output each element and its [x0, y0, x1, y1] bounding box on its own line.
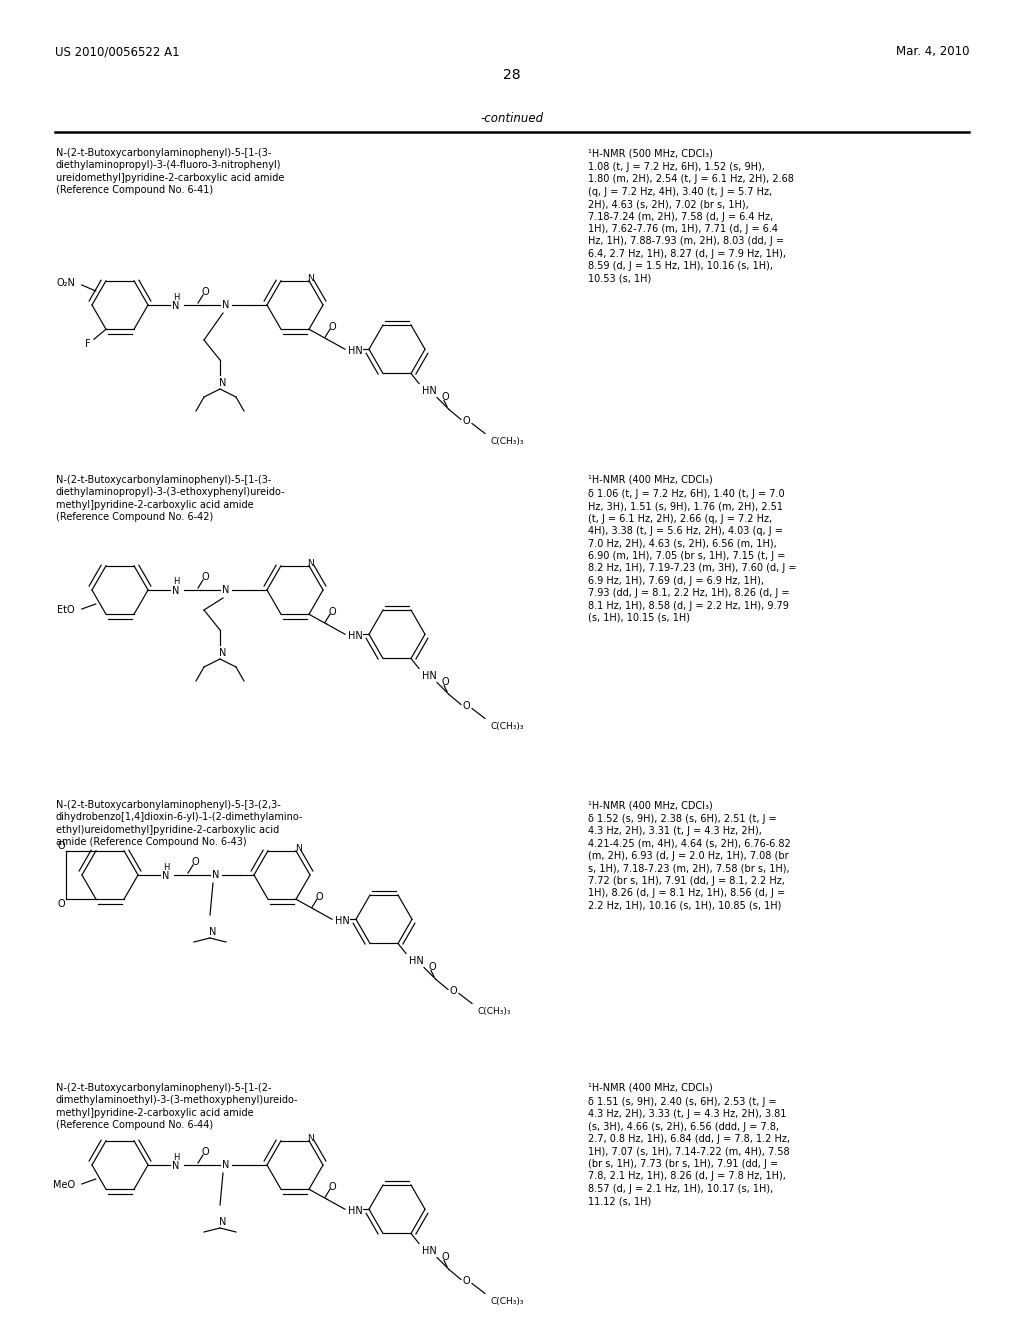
Text: O: O: [441, 1253, 449, 1262]
Text: N: N: [222, 585, 229, 595]
Text: O: O: [462, 1276, 470, 1287]
Text: C(CH₃)₃: C(CH₃)₃: [477, 1007, 511, 1016]
Text: 1.08 (t, J = 7.2 Hz, 6H), 1.52 (s, 9H),
1.80 (m, 2H), 2.54 (t, J = 6.1 Hz, 2H), : 1.08 (t, J = 7.2 Hz, 6H), 1.52 (s, 9H), …: [588, 162, 794, 284]
Text: F: F: [85, 339, 91, 350]
Text: N: N: [219, 378, 226, 388]
Text: N: N: [222, 1160, 229, 1170]
Text: N: N: [307, 1134, 314, 1143]
Text: N-(2-t-Butoxycarbonylaminophenyl)-5-[3-(2,3-
dihydrobenzo[1,4]dioxin-6-yl)-1-(2-: N-(2-t-Butoxycarbonylaminophenyl)-5-[3-(…: [56, 800, 303, 847]
Text: O: O: [201, 1147, 209, 1158]
Text: H: H: [163, 862, 169, 871]
Text: N: N: [209, 927, 217, 937]
Text: H: H: [173, 1152, 179, 1162]
Text: O: O: [201, 286, 209, 297]
Text: ¹H-NMR (400 MHz, CDCl₃): ¹H-NMR (400 MHz, CDCl₃): [588, 800, 713, 810]
Text: O₂N: O₂N: [56, 279, 75, 288]
Text: N: N: [307, 560, 314, 568]
Text: δ 1.51 (s, 9H), 2.40 (s, 6H), 2.53 (t, J =
4.3 Hz, 2H), 3.33 (t, J = 4.3 Hz, 2H): δ 1.51 (s, 9H), 2.40 (s, 6H), 2.53 (t, J…: [588, 1097, 790, 1206]
Text: O: O: [57, 841, 65, 851]
Text: O: O: [462, 417, 470, 426]
Text: N: N: [212, 870, 220, 880]
Text: H: H: [173, 578, 179, 586]
Text: ¹H-NMR (400 MHz, CDCl₃): ¹H-NMR (400 MHz, CDCl₃): [588, 475, 713, 484]
Text: O: O: [57, 899, 65, 909]
Text: C(CH₃)₃: C(CH₃)₃: [490, 722, 523, 731]
Text: HN: HN: [422, 1246, 436, 1257]
Text: N: N: [172, 1162, 179, 1171]
Text: 28: 28: [503, 69, 521, 82]
Text: C(CH₃)₃: C(CH₃)₃: [490, 437, 523, 446]
Text: N: N: [222, 300, 229, 310]
Text: N: N: [172, 301, 179, 312]
Text: O: O: [441, 677, 449, 688]
Text: δ 1.06 (t, J = 7.2 Hz, 6H), 1.40 (t, J = 7.0
Hz, 3H), 1.51 (s, 9H), 1.76 (m, 2H): δ 1.06 (t, J = 7.2 Hz, 6H), 1.40 (t, J =…: [588, 488, 797, 623]
Text: MeO: MeO: [52, 1180, 75, 1191]
Text: O: O: [201, 572, 209, 582]
Text: N-(2-t-Butoxycarbonylaminophenyl)-5-[1-(3-
diethylaminopropyl)-3-(4-fluoro-3-nit: N-(2-t-Butoxycarbonylaminophenyl)-5-[1-(…: [56, 148, 285, 195]
Text: HN: HN: [409, 957, 423, 966]
Text: HN: HN: [347, 631, 362, 642]
Text: O: O: [462, 701, 470, 711]
Text: HN: HN: [422, 672, 436, 681]
Text: C(CH₃)₃: C(CH₃)₃: [490, 1298, 523, 1305]
Text: O: O: [450, 986, 457, 997]
Text: US 2010/0056522 A1: US 2010/0056522 A1: [55, 45, 179, 58]
Text: O: O: [441, 392, 449, 403]
Text: N: N: [172, 586, 179, 597]
Text: δ 1.52 (s, 9H), 2.38 (s, 6H), 2.51 (t, J =
4.3 Hz, 2H), 3.31 (t, J = 4.3 Hz, 2H): δ 1.52 (s, 9H), 2.38 (s, 6H), 2.51 (t, J…: [588, 814, 791, 911]
Text: HN: HN: [347, 1206, 362, 1216]
Text: O: O: [191, 857, 199, 867]
Text: H: H: [173, 293, 179, 301]
Text: -continued: -continued: [480, 111, 544, 124]
Text: HN: HN: [335, 916, 349, 927]
Text: O: O: [428, 962, 436, 973]
Text: N: N: [219, 1217, 226, 1228]
Text: O: O: [328, 1183, 336, 1192]
Text: ¹H-NMR (400 MHz, CDCl₃): ¹H-NMR (400 MHz, CDCl₃): [588, 1082, 713, 1093]
Text: HN: HN: [347, 346, 362, 356]
Text: N-(2-t-Butoxycarbonylaminophenyl)-5-[1-(3-
diethylaminopropyl)-3-(3-ethoxyphenyl: N-(2-t-Butoxycarbonylaminophenyl)-5-[1-(…: [56, 475, 286, 523]
Text: HN: HN: [422, 387, 436, 396]
Text: O: O: [328, 322, 336, 333]
Text: O: O: [328, 607, 336, 618]
Text: N: N: [307, 275, 314, 284]
Text: O: O: [315, 892, 323, 903]
Text: N-(2-t-Butoxycarbonylaminophenyl)-5-[1-(2-
dimethylaminoethyl)-3-(3-methoxypheny: N-(2-t-Butoxycarbonylaminophenyl)-5-[1-(…: [56, 1082, 299, 1130]
Text: N: N: [163, 871, 170, 880]
Text: N: N: [295, 845, 301, 853]
Text: N: N: [219, 648, 226, 657]
Text: ¹H-NMR (500 MHz, CDCl₃): ¹H-NMR (500 MHz, CDCl₃): [588, 148, 713, 158]
Text: Mar. 4, 2010: Mar. 4, 2010: [896, 45, 969, 58]
Text: EtO: EtO: [57, 605, 75, 615]
